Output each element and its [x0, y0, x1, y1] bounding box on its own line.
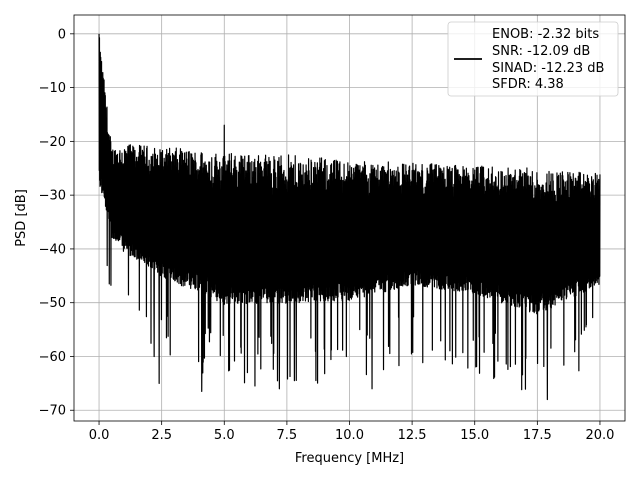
legend-entry-sfdr: SFDR: 4.38	[492, 77, 564, 92]
y-tick-label: −70	[39, 404, 66, 419]
x-tick-label: 0.0	[89, 428, 110, 443]
x-tick-label: 2.5	[151, 428, 172, 443]
y-axis-ticks: 0 −10 −20 −30 −40 −50 −60 −70	[39, 27, 74, 419]
y-tick-label: −60	[39, 350, 66, 365]
y-tick-label: −20	[39, 135, 66, 150]
x-tick-label: 7.5	[277, 428, 298, 443]
x-axis-ticks: 0.0 2.5 5.0 7.5 10.0 12.5 15.0 17.5 20.0	[89, 421, 614, 443]
y-tick-label: −50	[39, 296, 66, 311]
psd-trace	[98, 33, 601, 401]
x-tick-label: 10.0	[335, 428, 364, 443]
x-tick-label: 12.5	[398, 428, 427, 443]
y-tick-label: −40	[39, 242, 66, 257]
x-tick-label: 15.0	[460, 428, 489, 443]
psd-series-line	[98, 33, 601, 401]
x-tick-label: 20.0	[585, 428, 614, 443]
x-axis-label: Frequency [MHz]	[295, 451, 404, 466]
y-axis-label: PSD [dB]	[14, 189, 29, 247]
x-tick-label: 5.0	[214, 428, 235, 443]
legend-box	[447, 21, 619, 97]
x-tick-label: 17.5	[523, 428, 552, 443]
y-tick-label: 0	[58, 27, 66, 42]
y-tick-label: −30	[39, 189, 66, 204]
legend: ENOB: -2.32 bits SNR: -12.09 dB SINAD: -…	[447, 21, 619, 97]
legend-entry-enob: ENOB: -2.32 bits	[492, 27, 599, 42]
legend-entry-snr: SNR: -12.09 dB	[492, 44, 590, 59]
legend-entry-sinad: SINAD: -12.23 dB	[492, 61, 604, 76]
y-tick-label: −10	[39, 81, 66, 96]
